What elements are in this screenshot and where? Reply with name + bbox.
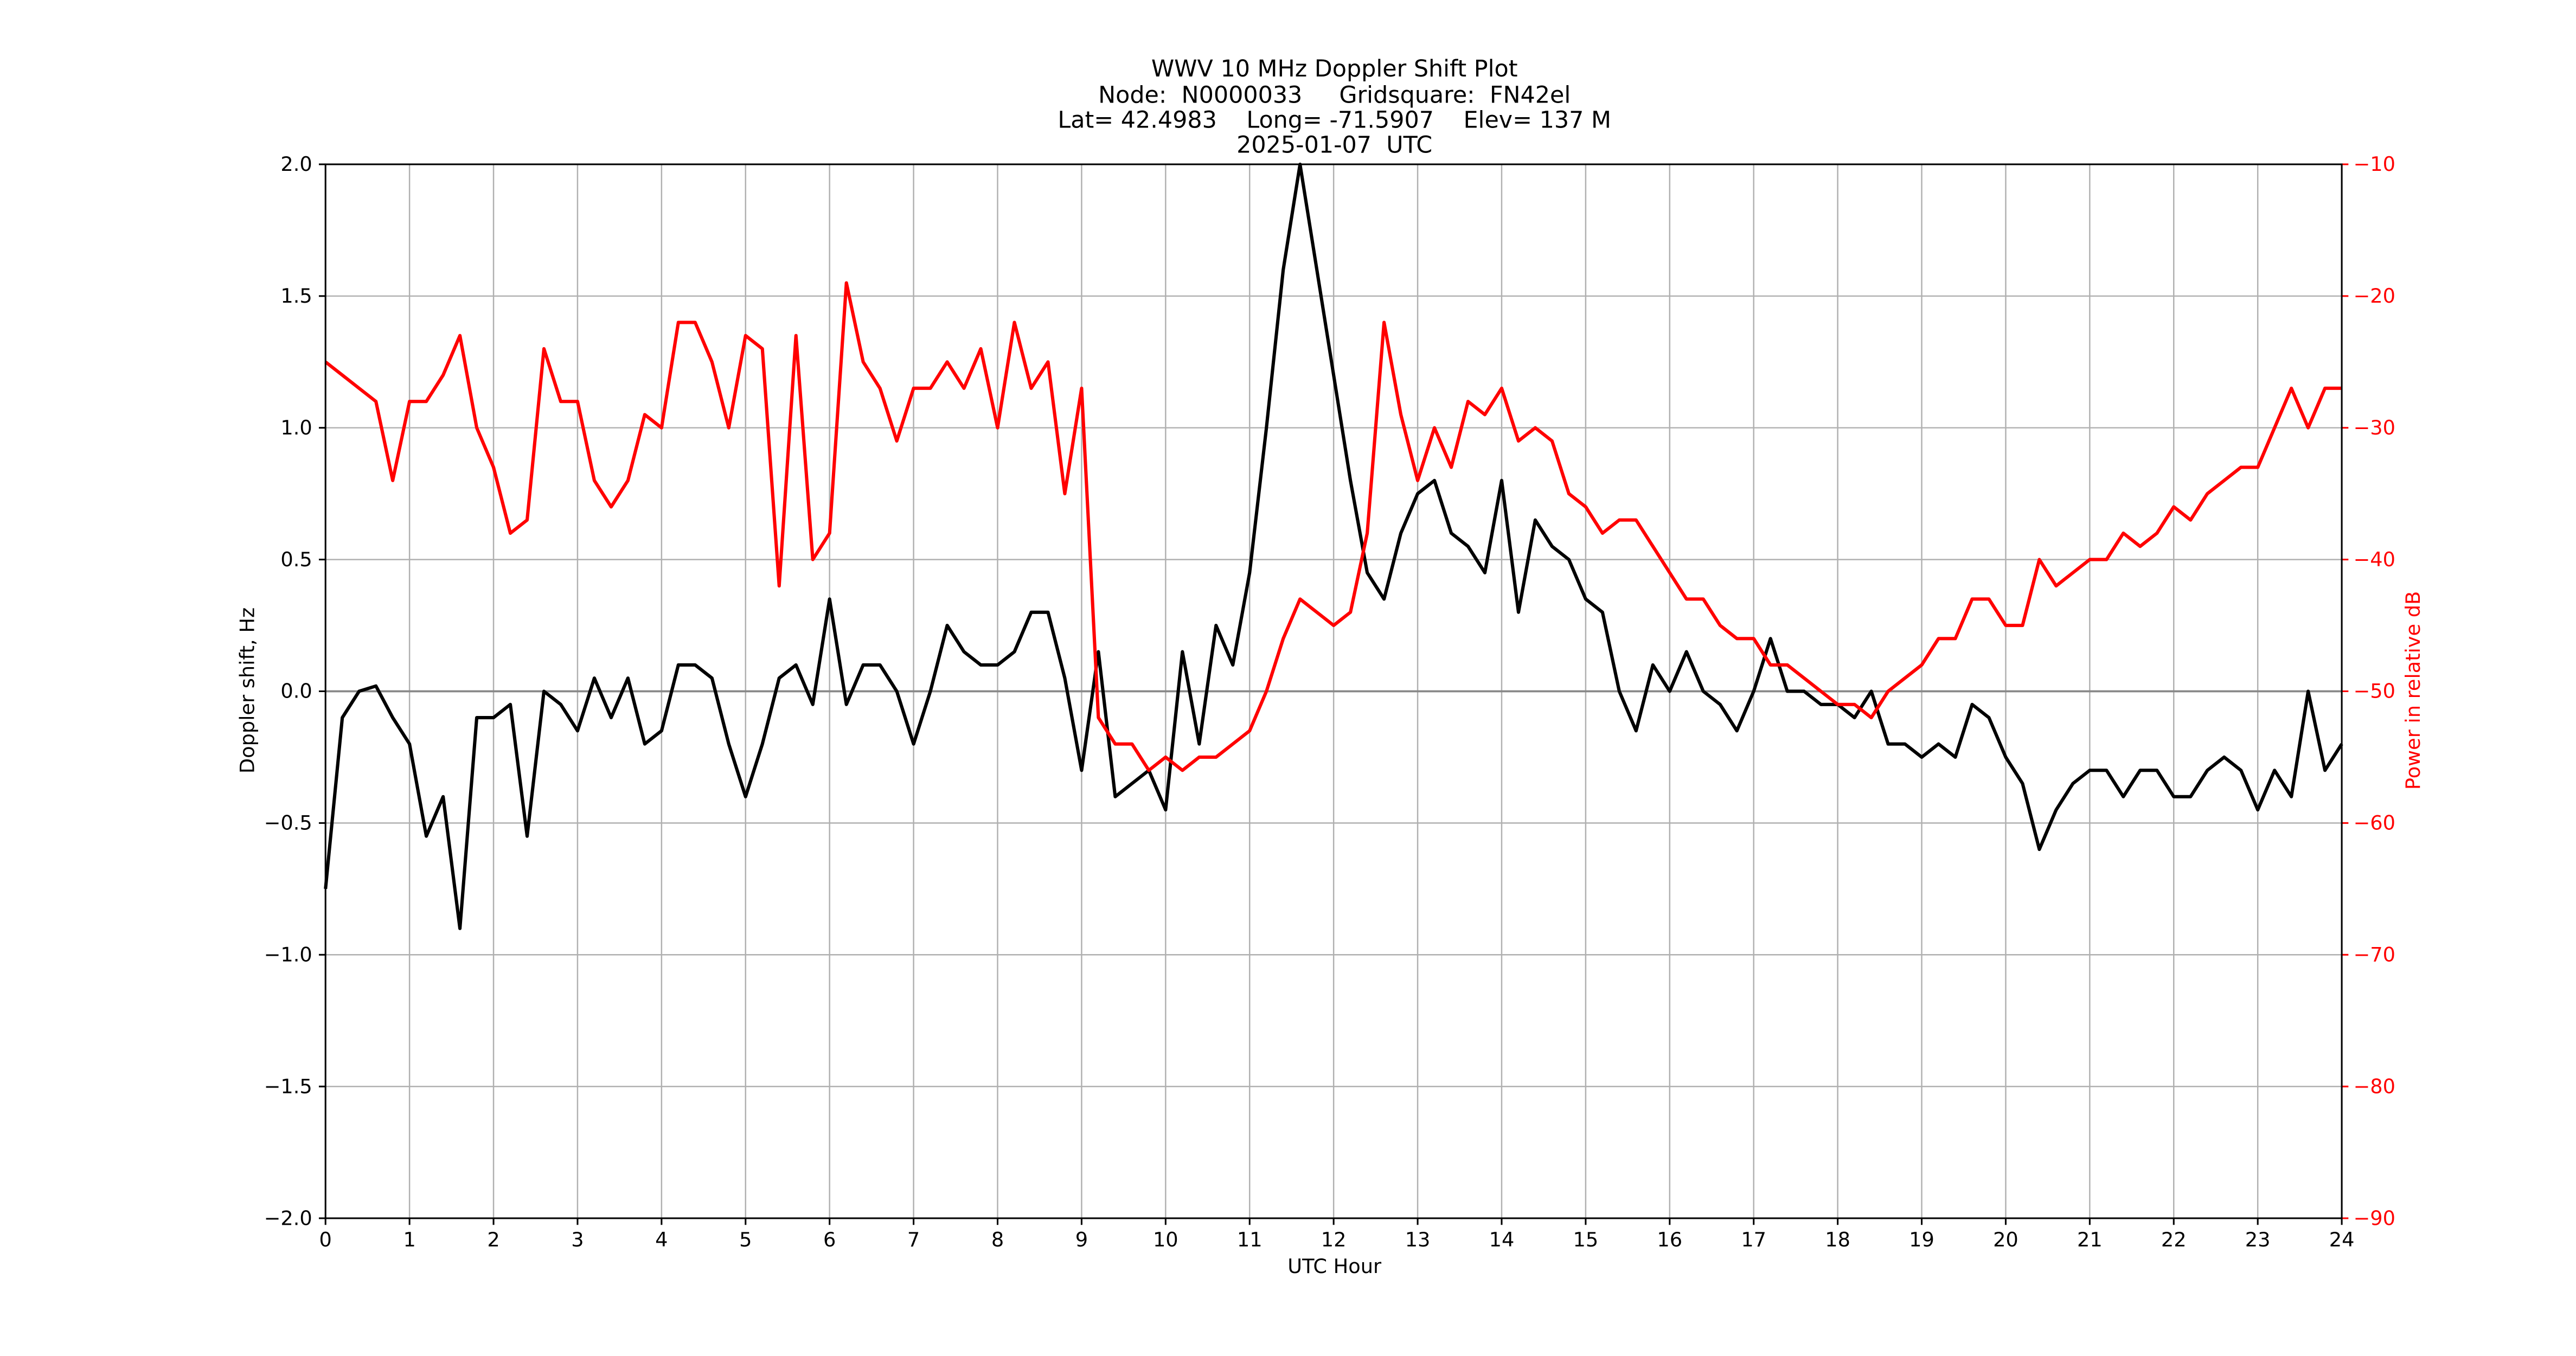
x-tick-label: 2 <box>487 1228 499 1251</box>
x-tick-label: 4 <box>655 1228 668 1251</box>
x-tick-label: 1 <box>403 1228 415 1251</box>
x-axis-label: UTC Hour <box>1287 1255 1382 1278</box>
y2-tick-label: −80 <box>2354 1074 2395 1098</box>
y2-tick-label: −50 <box>2354 680 2395 703</box>
y-tick-label: 2.0 <box>280 152 312 176</box>
y2-tick-label: −30 <box>2354 416 2395 439</box>
data-line <box>324 281 2342 772</box>
x-tick-label: 18 <box>1825 1228 1850 1251</box>
x-tick-label: 20 <box>1993 1228 2018 1251</box>
chart-title: WWV 10 MHz Doppler Shift Plot <box>1151 55 1518 82</box>
x-tick-label: 23 <box>2245 1228 2271 1251</box>
y-tick-label: 0.0 <box>280 680 312 703</box>
chart-title: Node: N0000033 Gridsquare: FN42el <box>1098 82 1571 109</box>
x-tick-label: 19 <box>1909 1228 1934 1251</box>
x-tick-label: 6 <box>823 1228 836 1251</box>
x-tick-label: 9 <box>1075 1228 1088 1251</box>
x-tick-label: 8 <box>991 1228 1004 1251</box>
x-tick-label: 12 <box>1321 1228 1347 1251</box>
y2-axis-label: Power in relative dB <box>2401 591 2425 790</box>
y2-tick-label: −60 <box>2354 811 2395 835</box>
data-line <box>324 162 2343 930</box>
y2-tick-label: −10 <box>2354 152 2395 176</box>
y-tick-label: −1.0 <box>264 943 312 966</box>
x-tick-label: 13 <box>1405 1228 1431 1251</box>
y-tick-label: 1.5 <box>280 284 312 308</box>
y-axis-label: Doppler shift, Hz <box>236 607 259 773</box>
x-tick-label: 10 <box>1153 1228 1178 1251</box>
x-tick-label: 14 <box>1489 1228 1515 1251</box>
y-tick-label: 1.0 <box>280 416 312 439</box>
x-tick-label: 11 <box>1237 1228 1263 1251</box>
x-tick-label: 3 <box>571 1228 584 1251</box>
chart-title: 2025-01-07 UTC <box>1236 132 1432 159</box>
y2-tick-label: −20 <box>2354 284 2395 308</box>
y-tick-label: −2.0 <box>264 1206 312 1230</box>
x-tick-label: 21 <box>2077 1228 2103 1251</box>
x-tick-label: 7 <box>907 1228 920 1251</box>
x-tick-label: 16 <box>1657 1228 1682 1251</box>
y2-tick-label: −90 <box>2354 1206 2395 1230</box>
chart-title: Lat= 42.4983 Long= -71.5907 Elev= 137 M <box>1058 107 1611 134</box>
y-tick-label: −1.5 <box>264 1074 312 1098</box>
x-tick-label: 17 <box>1741 1228 1766 1251</box>
plot-frame <box>324 163 2343 1219</box>
x-tick-label: 5 <box>739 1228 752 1251</box>
x-tick-label: 24 <box>2329 1228 2355 1251</box>
x-tick-label: 0 <box>319 1228 332 1251</box>
x-tick-label: 15 <box>1573 1228 1599 1251</box>
y2-tick-label: −70 <box>2354 943 2395 966</box>
y-tick-label: 0.5 <box>280 548 312 571</box>
y2-tick-label: −40 <box>2354 548 2395 571</box>
y-tick-label: −0.5 <box>264 811 312 835</box>
x-tick-label: 22 <box>2161 1228 2187 1251</box>
